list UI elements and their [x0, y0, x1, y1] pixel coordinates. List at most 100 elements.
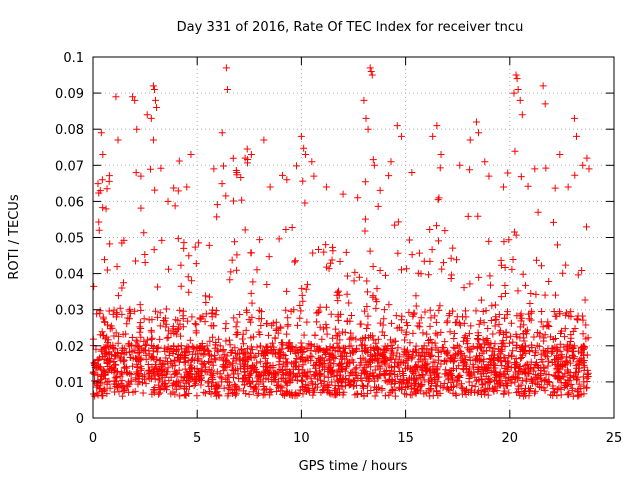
data-point: [399, 371, 407, 379]
data-point: [501, 289, 509, 297]
data-point: [528, 377, 536, 385]
data-point: [190, 382, 198, 390]
data-point: [465, 372, 473, 380]
data-point: [117, 356, 125, 364]
data-point: [532, 256, 540, 264]
data-point: [532, 290, 540, 298]
data-point: [340, 344, 348, 352]
data-point: [554, 373, 562, 381]
data-point: [362, 344, 370, 352]
data-point: [155, 381, 163, 389]
data-point: [201, 389, 209, 397]
data-point: [359, 383, 367, 391]
data-point: [244, 155, 252, 163]
data-point: [247, 249, 255, 257]
data-point: [436, 164, 444, 172]
data-point: [224, 390, 232, 398]
data-point: [431, 312, 439, 320]
data-point: [447, 370, 455, 378]
data-point: [403, 346, 411, 354]
data-point: [177, 282, 185, 290]
data-point: [150, 387, 158, 395]
data-point: [152, 345, 160, 353]
data-point: [505, 389, 513, 397]
data-point: [536, 383, 544, 391]
data-point: [500, 238, 508, 246]
data-point: [96, 331, 104, 339]
data-point: [284, 371, 292, 379]
data-point: [536, 332, 544, 340]
data-point: [375, 383, 383, 391]
data-point: [101, 256, 109, 264]
data-point: [178, 345, 186, 353]
data-point: [426, 392, 434, 400]
data-point: [330, 373, 338, 381]
data-point: [291, 257, 299, 265]
data-point: [333, 368, 341, 376]
data-point: [150, 246, 158, 254]
data-point: [533, 362, 541, 370]
data-point: [369, 262, 377, 270]
data-point: [429, 132, 437, 140]
data-point: [310, 371, 318, 379]
data-point: [498, 362, 506, 370]
data-point: [574, 271, 582, 279]
data-point: [317, 370, 325, 378]
data-point: [246, 370, 254, 378]
data-point: [398, 312, 406, 320]
data-point: [197, 366, 205, 374]
data-point: [226, 360, 234, 368]
data-point: [104, 342, 112, 350]
data-point: [234, 370, 242, 378]
data-point: [403, 319, 411, 327]
data-point: [450, 358, 458, 366]
data-point: [342, 364, 350, 372]
data-point: [500, 390, 508, 398]
data-point: [408, 251, 416, 259]
data-point: [284, 344, 292, 352]
data-point: [240, 387, 248, 395]
data-point: [117, 369, 125, 377]
data-point: [98, 379, 106, 387]
data-point: [196, 343, 204, 351]
data-point: [300, 331, 308, 339]
data-point: [388, 386, 396, 394]
data-point: [539, 82, 547, 90]
data-point: [345, 299, 353, 307]
data-point: [482, 307, 490, 315]
data-point: [275, 235, 283, 243]
data-point: [213, 383, 221, 391]
data-point: [440, 259, 448, 267]
data-point: [447, 254, 455, 262]
data-point: [170, 346, 178, 354]
data-point: [362, 114, 370, 122]
data-point: [275, 361, 283, 369]
data-point: [442, 366, 450, 374]
data-point: [514, 367, 522, 375]
data-point: [466, 166, 474, 174]
data-point: [136, 301, 144, 309]
data-point: [470, 368, 478, 376]
data-point: [467, 388, 475, 396]
data-point: [218, 378, 226, 386]
data-point: [322, 350, 330, 358]
data-point: [302, 387, 310, 395]
data-point: [113, 373, 121, 381]
data-point: [557, 354, 565, 362]
data-point: [126, 380, 134, 388]
data-point: [511, 378, 519, 386]
data-point: [105, 377, 113, 385]
data-point: [460, 284, 468, 292]
data-point: [222, 337, 230, 345]
data-point: [509, 347, 517, 355]
data-point: [332, 325, 340, 333]
data-point: [184, 273, 192, 281]
data-point: [386, 388, 394, 396]
data-point: [112, 309, 120, 317]
data-point: [151, 375, 159, 383]
data-point: [571, 325, 579, 333]
data-point: [432, 329, 440, 337]
data-point: [101, 318, 109, 326]
data-point: [395, 383, 403, 391]
data-point: [188, 277, 196, 285]
